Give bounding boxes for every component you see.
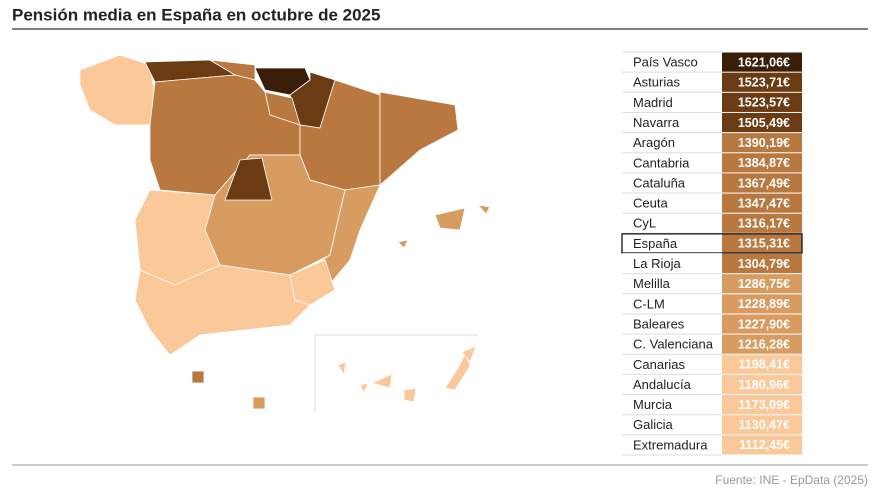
value-cell <box>722 213 802 233</box>
value: 1384,87€ <box>738 156 790 170</box>
region-name: Canarias <box>633 357 686 372</box>
region-name: País Vasco <box>633 55 698 70</box>
region-name: Murcia <box>633 397 673 412</box>
value: 1180,96€ <box>739 378 790 392</box>
source: Fuente: INE - EpData (2025) <box>715 473 868 487</box>
value-cell <box>722 294 802 314</box>
value-cell <box>722 395 802 415</box>
region-name: Melilla <box>633 276 671 291</box>
region-name: Asturias <box>633 75 680 90</box>
value: 1315,31€ <box>738 237 790 251</box>
value: 1227,90€ <box>738 317 790 331</box>
region <box>434 207 466 231</box>
region-name: España <box>633 236 678 251</box>
value-cell <box>722 193 802 213</box>
region-name: Cantabria <box>633 155 690 170</box>
region-name: Navarra <box>633 115 680 130</box>
region <box>224 157 273 201</box>
value-cell <box>722 415 802 435</box>
value-cell <box>722 112 802 133</box>
region-name: La Rioja <box>633 256 681 271</box>
value: 1347,47€ <box>738 196 790 210</box>
value: 1367,49€ <box>738 176 790 190</box>
value-cell <box>722 153 802 173</box>
value: 1304,79€ <box>738 257 790 271</box>
map <box>79 54 491 412</box>
region <box>397 239 409 249</box>
region <box>191 370 205 384</box>
region-name: Aragón <box>633 135 675 150</box>
value: 1198,41€ <box>739 358 790 372</box>
value-cell <box>722 254 802 274</box>
value-cell <box>722 314 802 334</box>
value: 1523,57€ <box>738 96 790 110</box>
region <box>252 396 266 410</box>
value-cell <box>722 133 802 153</box>
region-name: Andalucía <box>633 377 692 392</box>
value: 1130,47€ <box>739 418 790 432</box>
value-cell <box>722 92 802 112</box>
region-name: Galicia <box>633 417 674 432</box>
value-cell <box>722 173 802 193</box>
region-name: Baleares <box>633 316 685 331</box>
region-name: Madrid <box>633 95 673 110</box>
value: 1228,89€ <box>738 297 790 311</box>
value: 1216,28€ <box>738 337 790 351</box>
value: 1621,06€ <box>738 55 790 69</box>
region <box>370 373 393 389</box>
value-cell <box>722 52 802 72</box>
region <box>134 264 311 356</box>
value-cell <box>722 233 802 253</box>
region-name: Extremadura <box>633 437 708 452</box>
region-name: C-LM <box>633 296 665 311</box>
table: País Vasco 1621,06€ Asturias 1523,71€ Madrid… <box>621 51 803 456</box>
region <box>379 91 459 186</box>
value-cell <box>722 274 802 294</box>
value: 1286,75€ <box>738 277 790 291</box>
value: 1316,17€ <box>738 217 790 231</box>
value-cell <box>722 334 802 354</box>
region <box>79 54 156 126</box>
value-cell <box>722 72 802 92</box>
region <box>337 361 347 377</box>
region <box>403 387 417 403</box>
region-name: Ceuta <box>633 196 668 211</box>
region-name: CyL <box>633 216 656 231</box>
region <box>359 382 369 394</box>
value: 1173,09€ <box>739 398 790 412</box>
title: Pensión media en España en octubre de 20… <box>12 5 380 24</box>
value: 1523,71€ <box>738 76 790 90</box>
value: 1112,45€ <box>739 438 790 452</box>
value-cell <box>722 354 802 374</box>
region <box>476 204 491 215</box>
region-name: Cataluña <box>633 175 686 190</box>
value: 1390,19€ <box>738 136 790 150</box>
value: 1505,49€ <box>738 116 790 130</box>
value-cell <box>722 374 802 395</box>
region-name: C. Valenciana <box>633 337 714 352</box>
value-cell <box>722 435 802 455</box>
region <box>461 345 477 363</box>
